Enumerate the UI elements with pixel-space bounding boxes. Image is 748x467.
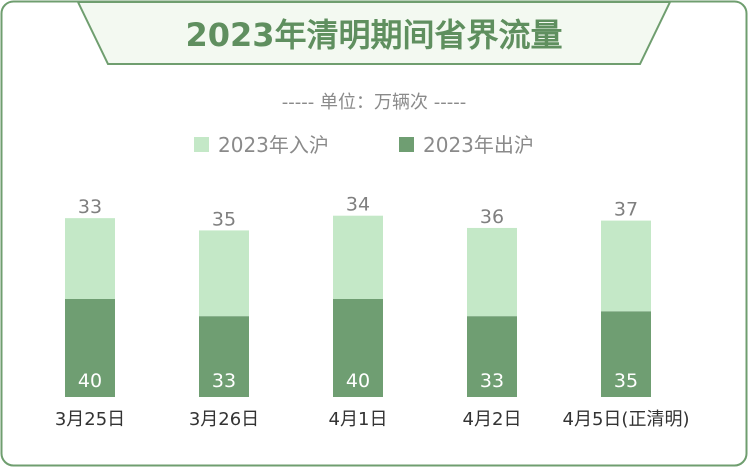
bar-inbound-0 <box>65 218 115 299</box>
value-label-inbound-3: 36 <box>480 206 504 228</box>
value-label-outbound-2: 40 <box>346 370 370 392</box>
legend-swatch-outbound <box>399 137 414 152</box>
value-label-outbound-3: 33 <box>480 370 504 392</box>
bar-outbound-2 <box>333 299 383 397</box>
legend-label-outbound: 2023年出沪 <box>423 133 534 157</box>
category-label-3: 4月2日 <box>463 409 522 430</box>
unit-label: ----- 单位：万辆次 ----- <box>282 92 466 113</box>
category-label-2: 4月1日 <box>329 409 388 430</box>
category-label-0: 3月25日 <box>55 409 125 430</box>
legend: 2023年入沪 2023年出沪 <box>194 133 534 157</box>
value-label-inbound-4: 37 <box>614 199 638 221</box>
bars-group: 40 33 3月25日 33 35 3月26日 40 34 4月1日 33 36 4月2日 35 37 4月… <box>55 194 690 430</box>
value-label-outbound-1: 33 <box>212 370 236 392</box>
bar-outbound-4 <box>601 311 651 397</box>
value-label-outbound-4: 35 <box>614 370 638 392</box>
value-label-inbound-2: 34 <box>346 194 370 216</box>
legend-swatch-inbound <box>194 137 209 152</box>
bar-outbound-1 <box>199 316 249 397</box>
value-label-inbound-0: 33 <box>78 196 102 218</box>
title-tab <box>76 1 672 65</box>
chart-title: 2023年清明期间省界流量 <box>185 16 562 54</box>
bar-inbound-3 <box>467 227 517 317</box>
legend-label-inbound: 2023年入沪 <box>218 133 329 157</box>
bar-outbound-0 <box>65 299 115 397</box>
bar-inbound-4 <box>601 220 651 312</box>
bar-inbound-2 <box>333 215 383 299</box>
category-label-4: 4月5日(正清明) <box>563 409 690 430</box>
value-label-inbound-1: 35 <box>212 208 236 230</box>
bar-inbound-1 <box>199 230 249 317</box>
bar-outbound-3 <box>467 316 517 397</box>
category-label-1: 3月26日 <box>189 409 259 430</box>
value-label-outbound-0: 40 <box>78 370 102 392</box>
